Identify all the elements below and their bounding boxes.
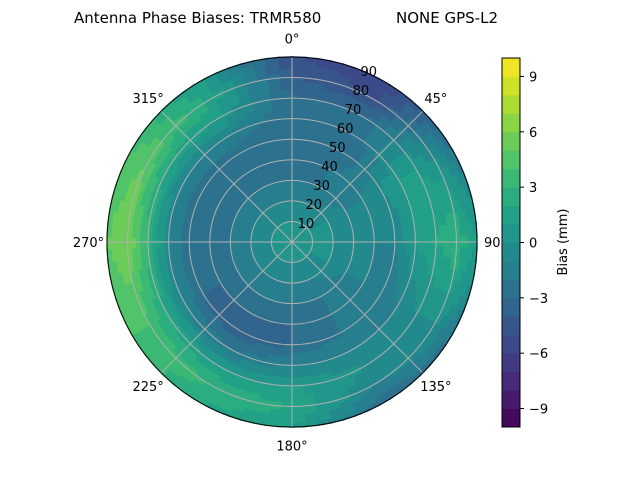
chart-title-right: NONE GPS-L2	[396, 9, 498, 27]
colorbar-tick-label: −3	[529, 292, 548, 307]
colorbar-bin	[502, 261, 520, 280]
r-tick-label: 60	[337, 122, 354, 137]
theta-tick-label: 180°	[276, 440, 307, 455]
colorbar-bin	[502, 76, 520, 95]
colorbar-bin	[502, 95, 520, 114]
colorbar-bin	[502, 353, 520, 372]
r-tick-label: 40	[321, 160, 338, 175]
colorbar-bin	[502, 316, 520, 335]
colorbar-bin	[502, 187, 520, 206]
colorbar-tick-label: −9	[529, 403, 548, 418]
colorbar-bin	[502, 206, 520, 225]
colorbar-bin	[502, 150, 520, 169]
colorbar-bin	[502, 58, 520, 77]
colorbar-bin	[502, 372, 520, 391]
colorbar-tick-label: −6	[529, 347, 548, 362]
colorbar-tick-label: 9	[529, 70, 537, 85]
theta-tick-label: 45°	[424, 92, 447, 107]
r-tick-label: 80	[353, 84, 370, 99]
colorbar-bin	[502, 298, 520, 317]
r-tick-label: 70	[345, 103, 362, 118]
theta-tick-label: 0°	[285, 33, 300, 48]
colorbar-bin	[502, 409, 520, 428]
theta-tick-label: 135°	[420, 380, 451, 395]
colorbar-bin	[502, 169, 520, 188]
colorbar-bin	[502, 113, 520, 132]
colorbar-bin	[502, 243, 520, 262]
colorbar-tick-label: 0	[529, 237, 537, 252]
theta-tick-label: 315°	[132, 92, 163, 107]
colorbar-bin	[502, 279, 520, 298]
colorbar-bin	[502, 390, 520, 409]
colorbar: −9 −6 −3 0 3 6 9	[502, 58, 548, 428]
theta-tick-label: 225°	[132, 380, 163, 395]
colorbar-label: Bias (mm)	[556, 209, 571, 276]
colorbar-tick-label: 3	[529, 181, 537, 196]
colorbar-bin	[502, 335, 520, 354]
chart-title-left: Antenna Phase Biases: TRMR580	[74, 9, 321, 27]
theta-tick-label: 270°	[73, 236, 104, 251]
r-tick-label: 90	[361, 65, 378, 80]
r-tick-label: 50	[329, 141, 346, 156]
polar-grid	[107, 57, 477, 427]
colorbar-tick-label: 6	[529, 126, 537, 141]
r-tick-label: 10	[298, 217, 315, 232]
colorbar-bin	[502, 224, 520, 243]
colorbar-bin	[502, 132, 520, 151]
r-tick-label: 30	[313, 179, 330, 194]
r-tick-label: 20	[305, 198, 322, 213]
